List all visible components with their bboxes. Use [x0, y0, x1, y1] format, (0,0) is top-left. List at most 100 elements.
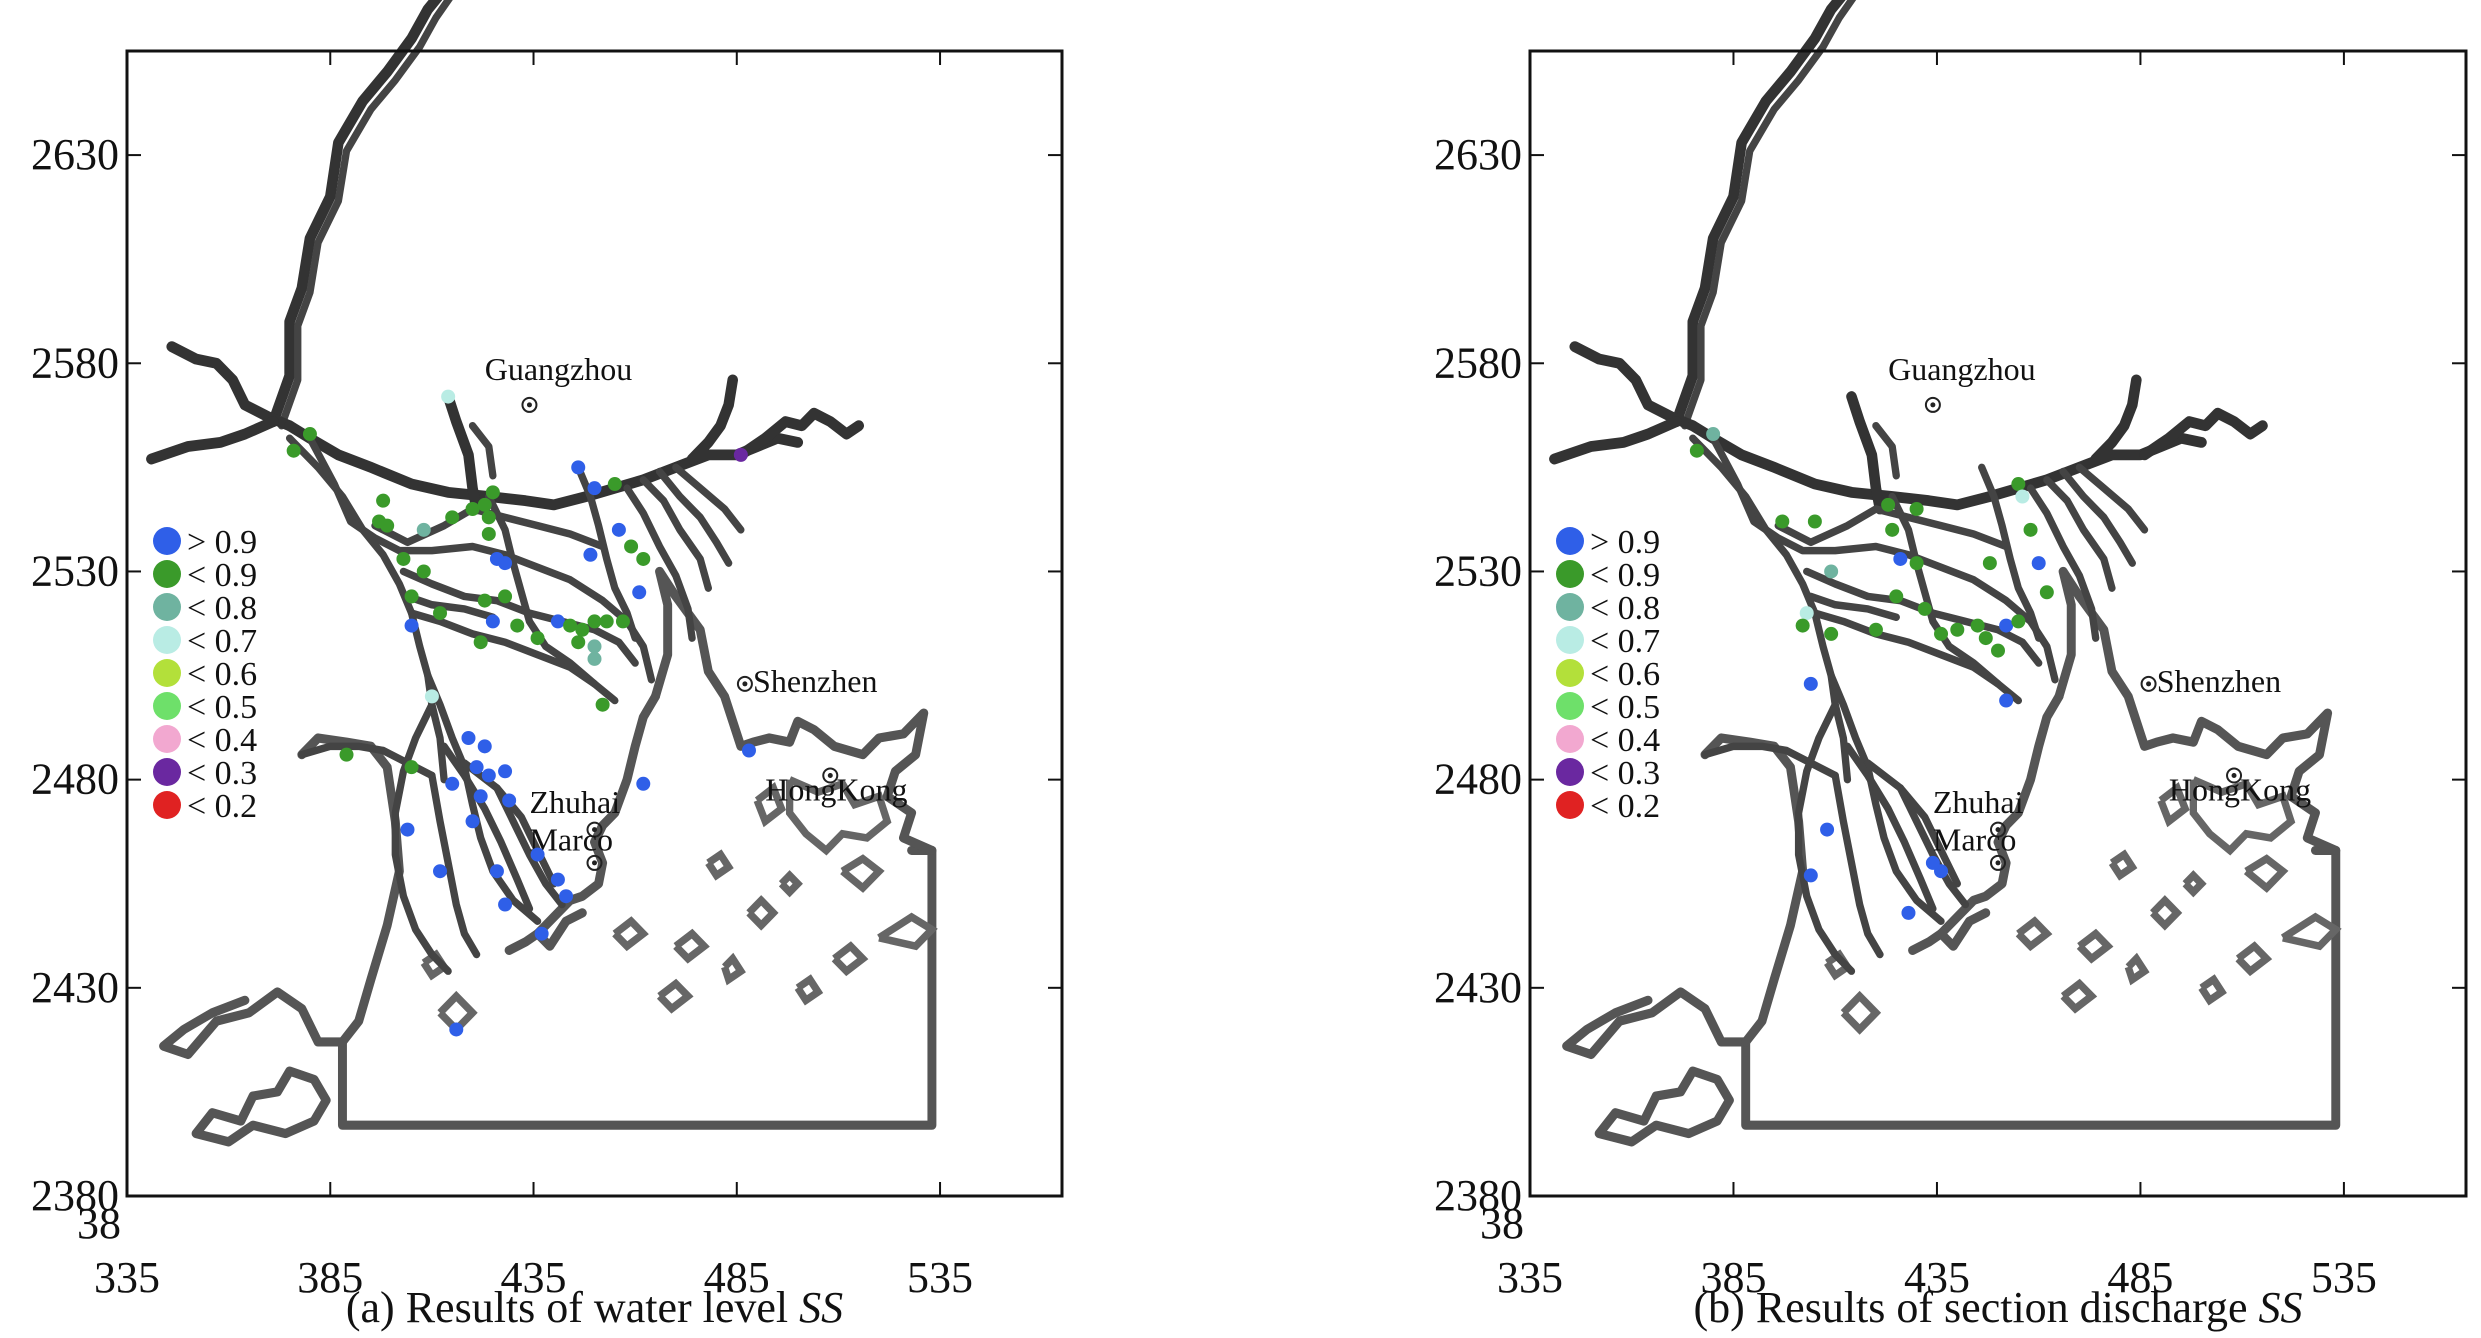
- station-point: [1982, 556, 1997, 571]
- legend-swatch: [153, 758, 181, 786]
- corner-label: 38: [77, 1199, 121, 1248]
- station-point: [481, 510, 496, 525]
- legend-label: < 0.3: [1590, 755, 1660, 792]
- station-point: [571, 635, 586, 650]
- station-point: [416, 564, 431, 579]
- station-point: [481, 526, 496, 541]
- station-point: [477, 593, 492, 608]
- station-point: [1885, 522, 1900, 537]
- y-tick-label: 2630: [31, 130, 119, 179]
- legend-swatch: [153, 725, 181, 753]
- shenzhen-marker-dot: [742, 681, 748, 687]
- station-point: [339, 747, 354, 762]
- x-tick-label: 485: [2107, 1253, 2173, 1302]
- marco-label: Marco: [1933, 821, 2017, 857]
- station-point: [400, 822, 415, 837]
- legend-swatch: [1556, 593, 1584, 621]
- station-point: [424, 689, 439, 704]
- guangzhou-marker-dot: [1930, 402, 1936, 408]
- station-point: [1999, 618, 2014, 633]
- legend-swatch: [153, 659, 181, 687]
- station-point: [416, 522, 431, 537]
- station-point: [481, 768, 496, 783]
- station-point: [473, 635, 488, 650]
- legend-label: < 0.9: [1590, 557, 1660, 594]
- legend-label: < 0.7: [1590, 623, 1660, 660]
- station-point: [587, 614, 602, 629]
- y-tick-label: 2380: [1434, 1171, 1522, 1220]
- x-tick-label: 335: [94, 1253, 160, 1302]
- station-point: [1909, 556, 1924, 571]
- station-point: [1978, 631, 1993, 646]
- station-point: [571, 460, 586, 475]
- legend-swatch: [1556, 527, 1584, 555]
- shenzhen-label: Shenzhen: [753, 663, 877, 699]
- station-point: [2023, 522, 2038, 537]
- marco-marker: [586, 854, 603, 871]
- shenzhen-label: Shenzhen: [2157, 663, 2281, 699]
- station-point: [636, 776, 651, 791]
- legend-swatch: [153, 527, 181, 555]
- guangzhou-marker: [521, 396, 538, 413]
- station-point: [1950, 622, 1965, 637]
- station-point: [1824, 626, 1839, 641]
- station-point: [380, 518, 395, 533]
- station-point: [530, 631, 545, 646]
- legend-swatch: [1556, 758, 1584, 786]
- station-point: [550, 614, 565, 629]
- station-point: [498, 556, 513, 571]
- hongkong-marker: [2226, 767, 2243, 784]
- station-point: [2011, 477, 2026, 492]
- station-point: [469, 760, 484, 775]
- station-point: [575, 622, 590, 637]
- y-tick-label: 2430: [31, 963, 119, 1012]
- legend-swatch: [1556, 626, 1584, 654]
- station-point: [1934, 626, 1949, 641]
- guangzhou-label: Guangzhou: [485, 351, 633, 387]
- zhuhai-marker-dot: [592, 827, 597, 833]
- station-point: [1803, 676, 1818, 691]
- station-point: [485, 614, 500, 629]
- station-point: [530, 847, 545, 862]
- station-point: [595, 697, 610, 712]
- station-point: [636, 551, 651, 566]
- legend-label: < 0.8: [1590, 590, 1660, 627]
- panel-caption-a: (a) Results of water level SS: [346, 1283, 843, 1332]
- station-point: [473, 789, 488, 804]
- zhuhai-marker-dot: [1995, 827, 2001, 833]
- panel-caption-b: (b) Results of section discharge SS: [1694, 1283, 2303, 1332]
- station-point: [1909, 502, 1924, 516]
- station-point: [563, 618, 578, 633]
- delta-geography: [1554, 0, 2335, 1142]
- legend-swatch: [153, 626, 181, 654]
- station-point: [1807, 514, 1822, 529]
- station-point: [477, 739, 492, 754]
- legend-label: < 0.3: [187, 755, 257, 792]
- station-point: [489, 864, 504, 879]
- station-point: [461, 731, 476, 745]
- zhuhai-marker: [586, 821, 603, 838]
- station-point: [2039, 585, 2054, 600]
- x-tick-label: 485: [704, 1253, 770, 1302]
- station-point: [1999, 693, 2014, 708]
- legend-swatch: [153, 692, 181, 720]
- station-point: [587, 639, 602, 654]
- station-point: [1881, 497, 1896, 512]
- legend-label: < 0.6: [187, 656, 257, 693]
- legend-label: < 0.9: [187, 557, 257, 594]
- plot-frame: [1528, 49, 2468, 1198]
- y-tick-label: 2580: [31, 338, 119, 387]
- station-point: [559, 889, 574, 904]
- station-point: [632, 585, 647, 600]
- station-point: [1893, 551, 1908, 566]
- station-point: [2015, 489, 2030, 504]
- zhuhai-label: Zhuhai: [529, 784, 620, 820]
- station-point: [624, 539, 639, 554]
- station-point: [550, 872, 565, 887]
- station-point: [2031, 556, 2046, 571]
- legend-swatch: [1556, 725, 1584, 753]
- x-tick-label: 385: [1700, 1253, 1766, 1302]
- legend-label: > 0.9: [1590, 524, 1660, 561]
- marco-marker: [1990, 854, 2006, 871]
